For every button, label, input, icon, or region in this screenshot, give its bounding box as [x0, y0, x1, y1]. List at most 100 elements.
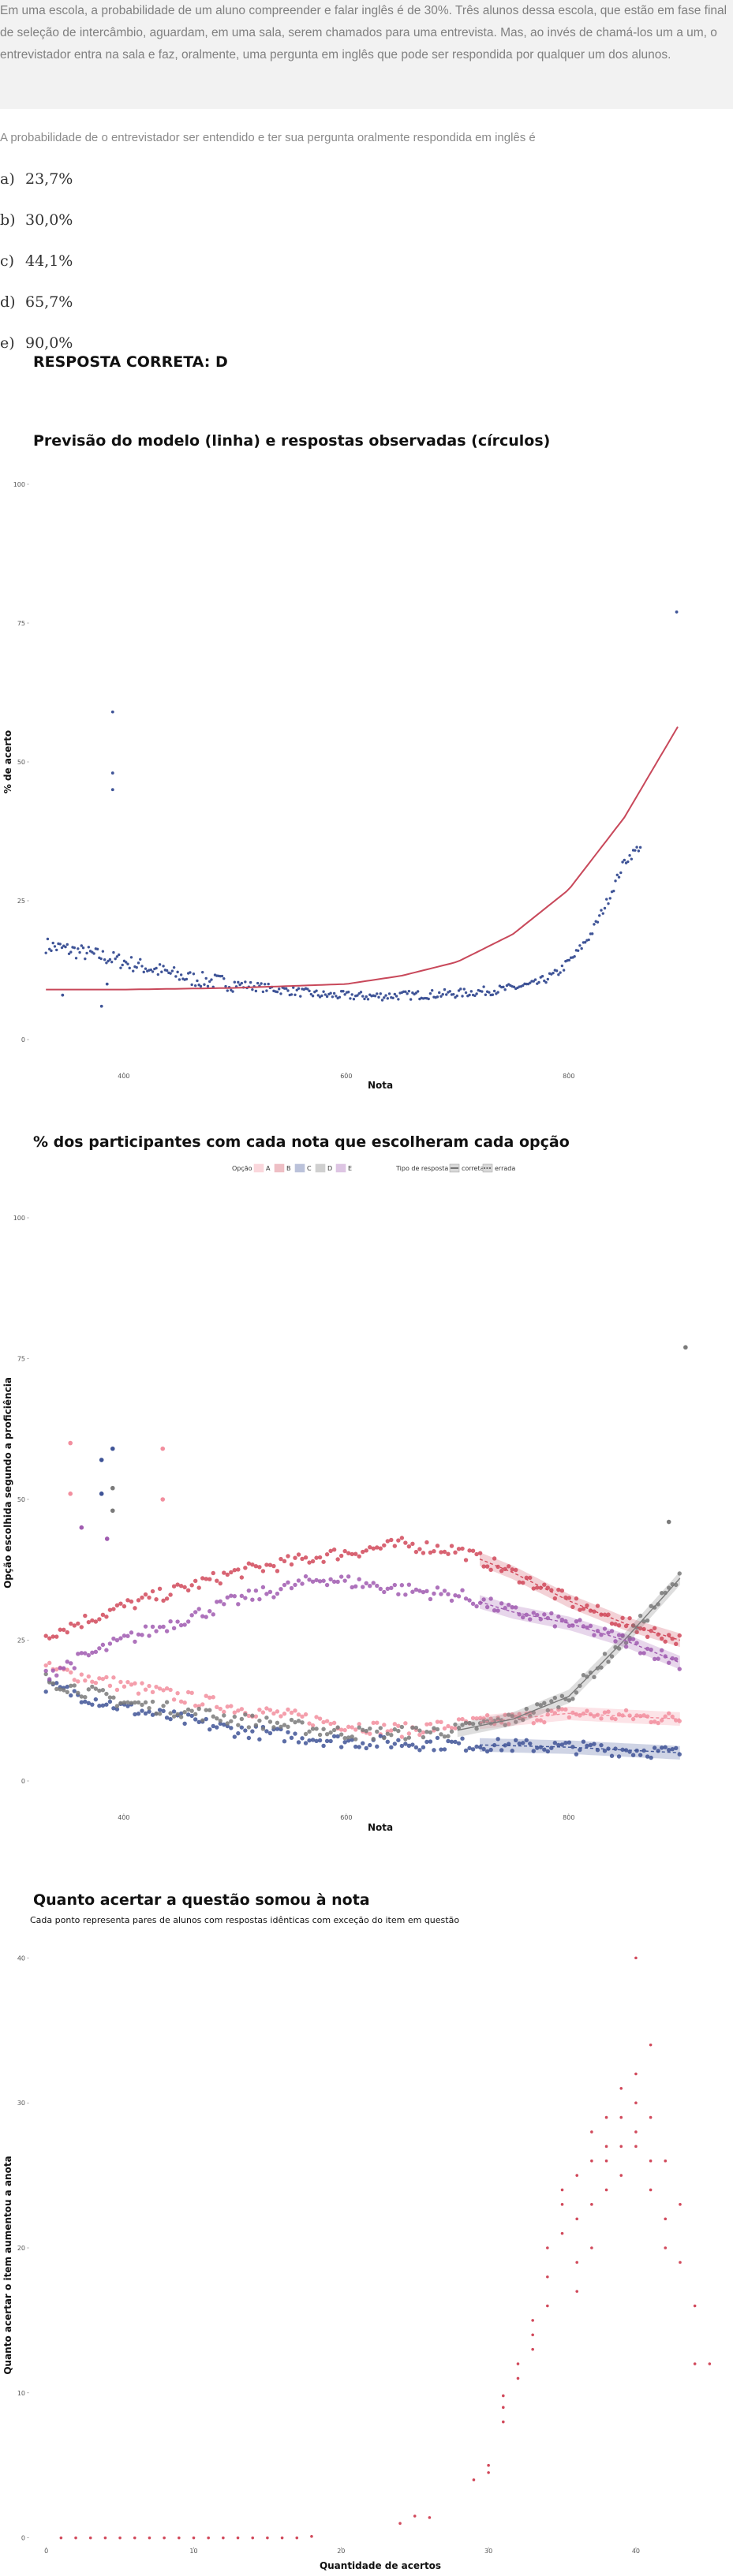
- chart2-point-A: [303, 1712, 309, 1717]
- chart2-point-A: [279, 1714, 283, 1719]
- chart2-point-A: [406, 1731, 412, 1736]
- chart1-observed-point: [142, 970, 145, 974]
- chart2-point-C: [659, 1745, 664, 1750]
- chart1-observed-point: [502, 985, 505, 989]
- chart2-point-D: [506, 1712, 511, 1717]
- chart2-point-B: [342, 1548, 347, 1554]
- chart2-point-C: [449, 1739, 454, 1744]
- chart2-point-B: [208, 1577, 212, 1581]
- chart2-point-E: [549, 1611, 554, 1616]
- chart2-point-E: [385, 1586, 390, 1592]
- chart2-point-D: [321, 1727, 326, 1731]
- chart2-point-E: [310, 1579, 316, 1584]
- chart1-observed-point: [92, 952, 95, 955]
- chart2-point-B: [346, 1551, 351, 1555]
- chart1-observed-point: [409, 998, 413, 1001]
- chart2-point-C: [303, 1741, 309, 1745]
- chart2-point-C: [510, 1749, 514, 1753]
- chart2-point-A: [470, 1715, 476, 1721]
- chart1-observed-point: [121, 963, 124, 967]
- chart1-observed-point: [338, 995, 342, 999]
- chart2-point-B: [243, 1566, 248, 1570]
- chart2-point-A: [357, 1722, 361, 1727]
- chart2-point-B: [314, 1555, 319, 1560]
- chart2-point-E: [488, 1596, 493, 1601]
- chart2-point-A: [293, 1708, 297, 1713]
- chart2-point-C: [243, 1728, 248, 1733]
- chart3-ytick-label: 20: [17, 2245, 25, 2252]
- chart2-point-B: [456, 1547, 462, 1551]
- chart2-point-E: [236, 1602, 241, 1607]
- chart2-point-B: [178, 1584, 184, 1589]
- chart2-point-E: [364, 1581, 368, 1585]
- chart2-point-E: [143, 1624, 148, 1629]
- chart1-observed-outlier: [110, 710, 114, 714]
- chart2-point-E: [196, 1607, 201, 1611]
- chart2-point-E: [76, 1652, 80, 1656]
- chart2-point-C: [574, 1752, 579, 1757]
- chart1-observed-point: [50, 949, 53, 953]
- chart1-observed-point: [251, 987, 254, 991]
- chart2-point-B: [559, 1589, 565, 1593]
- chart2-point-C: [460, 1736, 465, 1741]
- chart2-point-B: [204, 1577, 208, 1581]
- chart1-observed-point: [544, 980, 548, 984]
- chart1-observed-point: [567, 958, 571, 962]
- chart2-point-B: [446, 1551, 451, 1556]
- chart2-point-A: [484, 1713, 490, 1718]
- chart2-point-E: [510, 1605, 514, 1610]
- chart2-point-A: [282, 1712, 287, 1716]
- chart2-point-A: [403, 1721, 408, 1726]
- chart2-point-E: [171, 1626, 177, 1631]
- chart1-observed-point: [95, 947, 99, 951]
- chart2-point-B: [531, 1586, 536, 1591]
- chart2-point-C: [328, 1738, 333, 1744]
- chart1-observed-point: [357, 992, 361, 995]
- chart1-observed-outlier: [99, 1004, 103, 1008]
- chart2-point-A: [133, 1681, 137, 1686]
- chart2-title: % dos participantes com cada nota que es…: [33, 1133, 570, 1151]
- chart3-point: [236, 2536, 240, 2540]
- chart2-point-C: [399, 1743, 405, 1749]
- chart1-observed-point: [384, 994, 387, 997]
- chart1-observed-point: [359, 991, 363, 994]
- chart2-point-B: [595, 1603, 600, 1608]
- chart2-outlier-D: [110, 1485, 115, 1491]
- option-text: 30,0%: [25, 211, 73, 229]
- chart1-observed-point: [503, 987, 507, 991]
- chart2-point-C: [467, 1745, 472, 1751]
- chart2-point-E: [111, 1636, 116, 1641]
- chart2-point-E: [93, 1649, 99, 1655]
- chart2-point-B: [567, 1596, 572, 1600]
- chart2-point-A: [90, 1679, 95, 1684]
- chart2-point-D: [595, 1666, 600, 1671]
- chart2-point-B: [357, 1554, 361, 1559]
- chart2-point-A: [567, 1715, 572, 1720]
- chart3-point: [619, 2115, 623, 2119]
- chart1-observed-point: [292, 986, 295, 989]
- chart2-point-B: [114, 1603, 120, 1608]
- chart2-point-E: [79, 1651, 84, 1656]
- chart1-observed-point: [335, 995, 338, 998]
- chart3-point: [604, 2159, 608, 2163]
- chart2-point-E: [314, 1577, 319, 1583]
- chart1-observed-point: [290, 993, 294, 996]
- chart2-point-A: [613, 1716, 618, 1722]
- chart2-point-D: [118, 1701, 123, 1706]
- chart2-point-C: [435, 1735, 440, 1741]
- chart2-point-D: [335, 1725, 340, 1730]
- chart2-point-B: [353, 1551, 358, 1556]
- chart2-legend-swatch-B: [274, 1163, 285, 1173]
- chart2-point-E: [528, 1617, 533, 1622]
- chart2-point-A: [371, 1720, 376, 1726]
- chart2-point-E: [335, 1579, 340, 1585]
- chart2-point-D: [439, 1732, 443, 1737]
- chart2-point-B: [634, 1630, 639, 1634]
- chart2-point-E: [350, 1585, 354, 1590]
- chart2-point-B: [107, 1607, 113, 1612]
- chart2-xtick-label: 400: [118, 1814, 129, 1821]
- chart1-observed-point: [380, 999, 384, 1002]
- chart2-point-B: [50, 1634, 55, 1639]
- chart2-point-C: [185, 1712, 191, 1717]
- chart2-point-D: [449, 1729, 454, 1734]
